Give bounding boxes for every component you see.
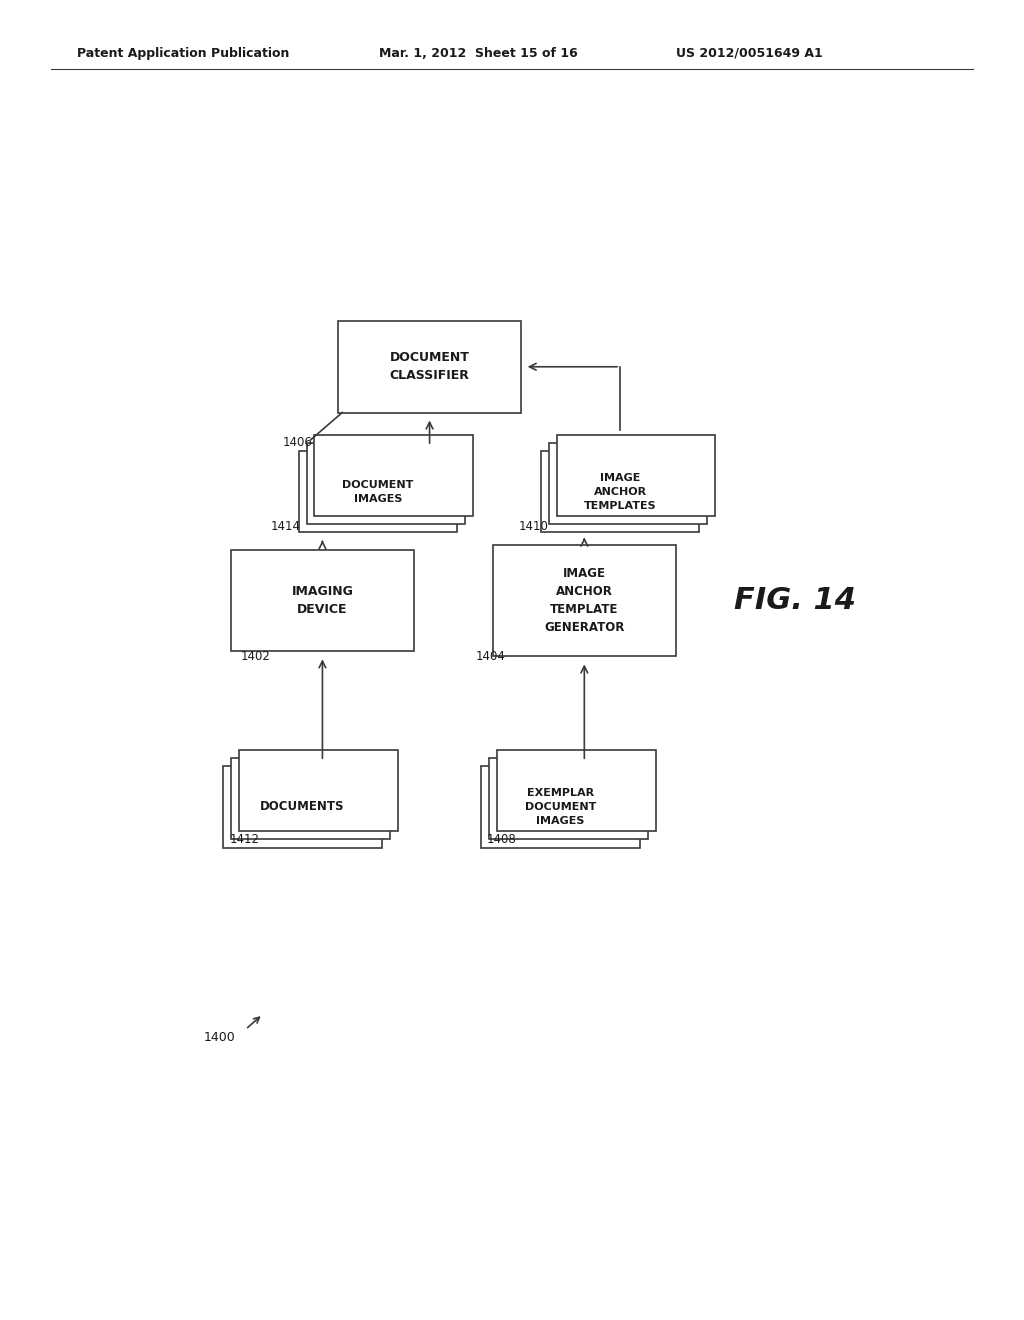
Text: 1408: 1408	[486, 833, 516, 846]
Text: DOCUMENT
IMAGES: DOCUMENT IMAGES	[342, 479, 414, 504]
Text: Mar. 1, 2012  Sheet 15 of 16: Mar. 1, 2012 Sheet 15 of 16	[379, 46, 578, 59]
Text: DOCUMENT
CLASSIFIER: DOCUMENT CLASSIFIER	[389, 351, 470, 383]
Bar	[549, 444, 708, 524]
Text: 1414: 1414	[270, 520, 301, 533]
Bar	[231, 549, 414, 651]
Bar	[338, 321, 521, 412]
Text: 1402: 1402	[241, 649, 270, 663]
Text: EXEMPLAR
DOCUMENT
IMAGES: EXEMPLAR DOCUMENT IMAGES	[525, 788, 596, 826]
Bar	[223, 766, 382, 847]
Bar	[481, 766, 640, 847]
Text: IMAGE
ANCHOR
TEMPLATES: IMAGE ANCHOR TEMPLATES	[584, 473, 656, 511]
Text: 1406: 1406	[283, 437, 312, 450]
Bar	[306, 444, 465, 524]
Bar	[231, 758, 390, 840]
Text: 1404: 1404	[475, 649, 506, 663]
Text: 1400: 1400	[204, 1031, 236, 1044]
Bar	[497, 750, 655, 832]
Text: DOCUMENTS: DOCUMENTS	[260, 800, 345, 813]
Text: IMAGE
ANCHOR
TEMPLATE
GENERATOR: IMAGE ANCHOR TEMPLATE GENERATOR	[544, 568, 625, 634]
Text: 1412: 1412	[229, 833, 259, 846]
Text: IMAGING
DEVICE: IMAGING DEVICE	[292, 585, 353, 616]
Text: US 2012/0051649 A1: US 2012/0051649 A1	[676, 46, 822, 59]
Text: FIG. 14: FIG. 14	[733, 586, 856, 615]
Bar	[314, 434, 473, 516]
Text: 1410: 1410	[518, 520, 548, 533]
Bar	[557, 434, 716, 516]
Bar	[541, 451, 699, 532]
Bar	[239, 750, 397, 832]
Bar	[299, 451, 458, 532]
Bar	[489, 758, 648, 840]
Bar	[494, 545, 676, 656]
Text: Patent Application Publication: Patent Application Publication	[77, 46, 289, 59]
